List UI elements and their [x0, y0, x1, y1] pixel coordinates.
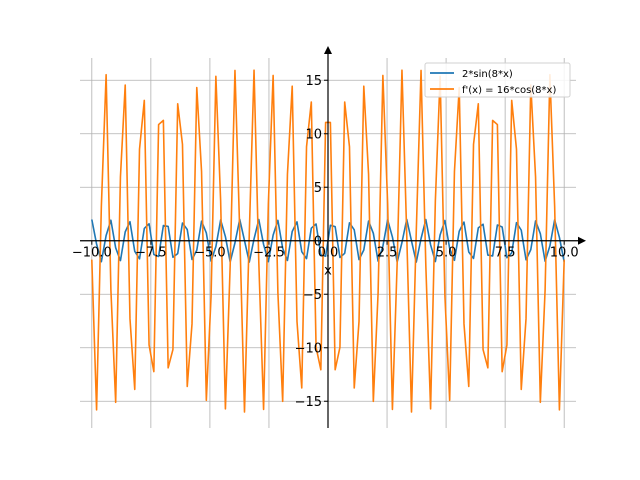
- x-tick-label-4: 0.0: [318, 246, 339, 261]
- y-tick-label-0: −15: [295, 395, 322, 410]
- tick-labels: −10.0 −7.5 −5.0 −2.5 0.0 2.5 5.0 7.5 10.0 −15 −10 −…: [72, 74, 579, 410]
- x-tick-label-7: 7.5: [495, 246, 516, 261]
- y-tick-label-5: 10: [305, 128, 322, 143]
- legend-box: [424, 62, 571, 98]
- x-tick-label-8: 10.0: [550, 246, 579, 261]
- legend-label-0: 2*sin(8*x): [462, 69, 513, 80]
- legend-label-1: f'(x) = 16*cos(8*x): [462, 85, 556, 96]
- x-tick-label-5: 2.5: [377, 246, 398, 261]
- y-tick-label-4: 5: [314, 181, 322, 196]
- y-tick-label-3: 0: [314, 235, 322, 250]
- x-tick-label-2: −5.0: [194, 246, 226, 261]
- x-tick-label-3: −2.5: [253, 246, 285, 261]
- y-tick-label-1: −10: [295, 342, 322, 357]
- legend: 2*sin(8*x) f'(x) = 16*cos(8*x): [424, 62, 571, 98]
- y-axis-arrow: [324, 46, 332, 54]
- x-tick-label-0: −10.0: [72, 246, 112, 261]
- axes: [80, 46, 586, 428]
- x-tick-label-6: 5.0: [436, 246, 457, 261]
- x-tick-label-1: −7.5: [135, 246, 167, 261]
- x-axis-label: x: [324, 264, 332, 279]
- x-axis-arrow: [578, 236, 586, 245]
- y-tick-label-6: 15: [305, 74, 322, 89]
- y-tick-label-2: −5: [303, 288, 322, 303]
